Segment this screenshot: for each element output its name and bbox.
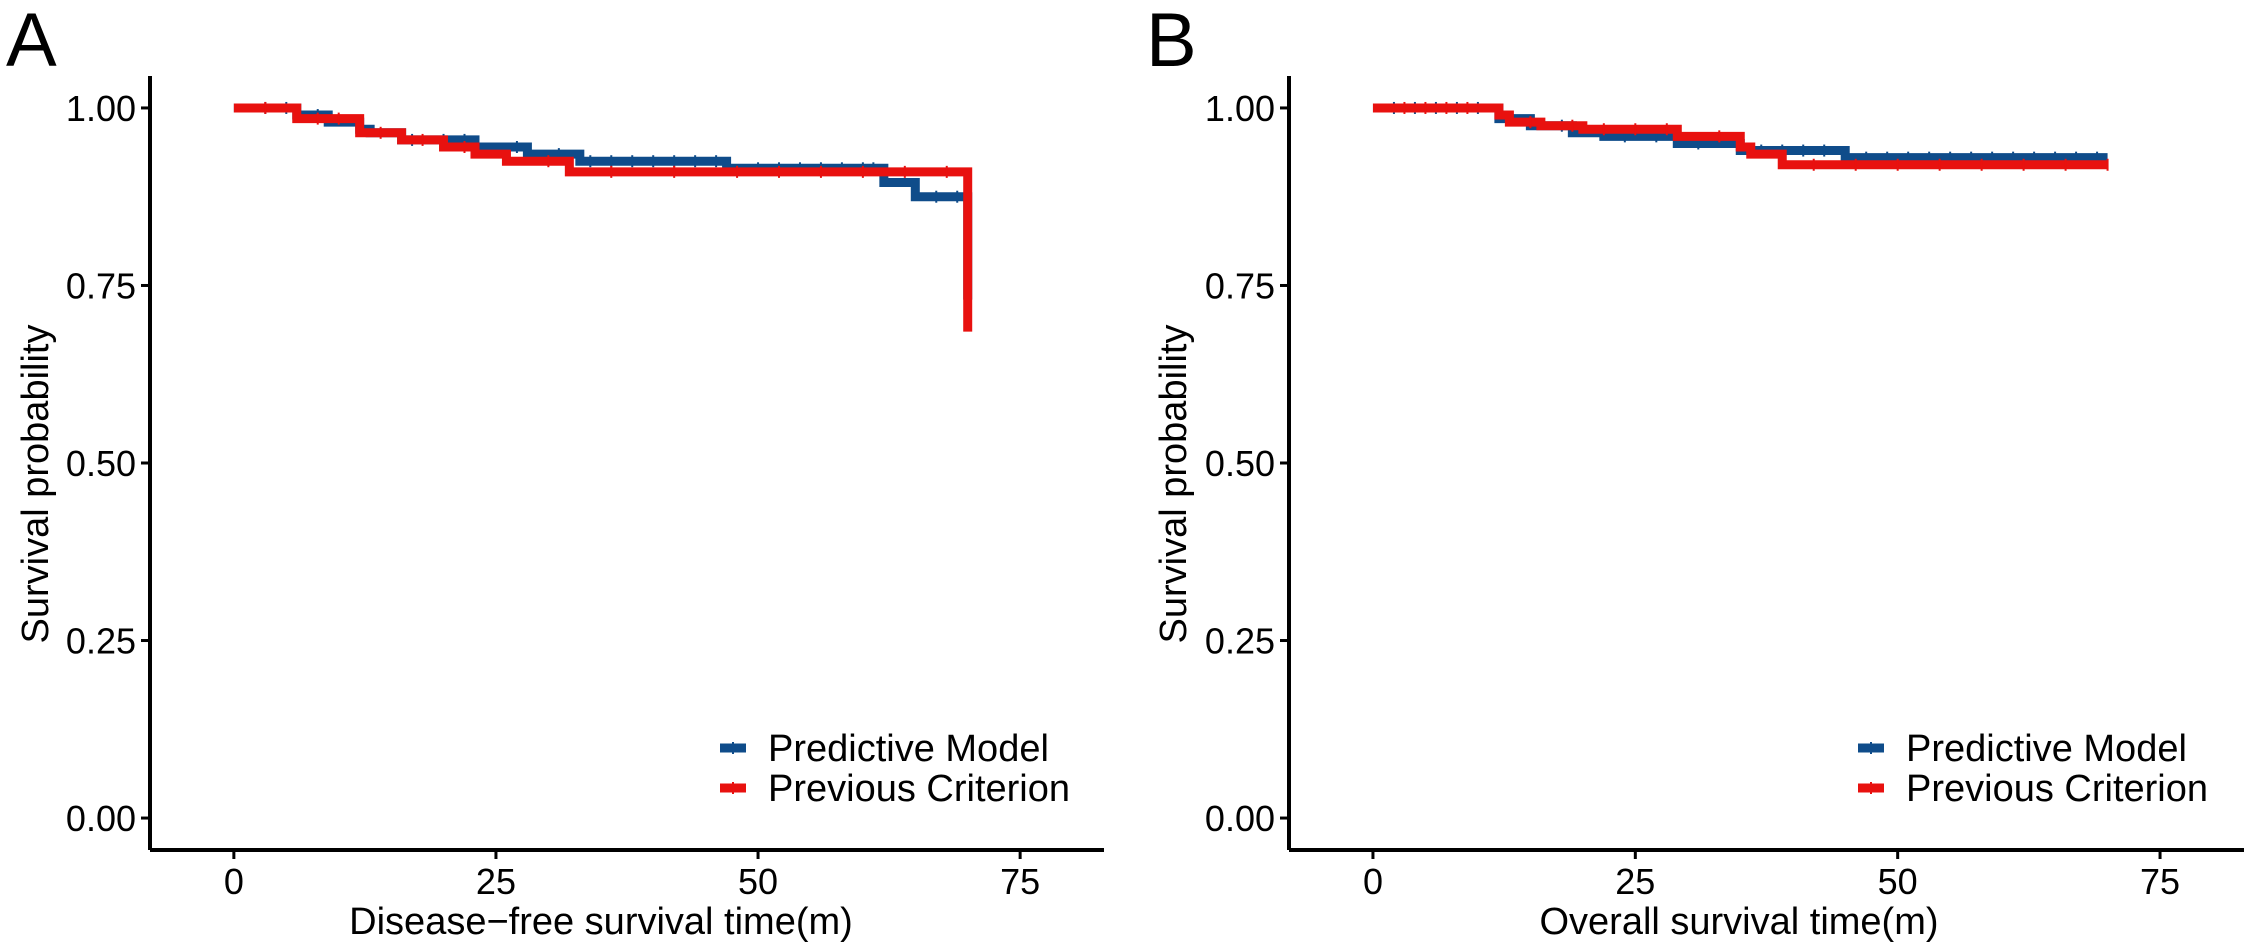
x-tick-label: 75: [1000, 861, 1040, 902]
panel-a-plot: 0.00 0.25 0.50 0.75 1.00 0 25 50 75 Predictive Mo…: [66, 76, 1104, 902]
legend-label-predictive: Predictive Model: [768, 728, 1049, 770]
km-curve-b-previous: [1372, 103, 2108, 170]
y-tick-label: 0.75: [1205, 265, 1275, 306]
y-tick-label: 0.50: [1205, 443, 1275, 484]
x-tick-label: 0: [224, 861, 244, 902]
x-tick-label: 75: [2140, 861, 2180, 902]
y-tick-label: 0.75: [66, 265, 136, 306]
legend-label-predictive: Predictive Model: [1906, 728, 2187, 770]
x-tick-label: 50: [1878, 861, 1918, 902]
y-tick-label: 0.00: [1205, 798, 1275, 839]
panel-b: B 0.00 0.25 0.50 0.75 1.00 0 25 50 75 Predictive …: [1146, 0, 2244, 943]
y-tick-label: 0.25: [1205, 621, 1275, 662]
y-tick-label: 0.00: [66, 798, 136, 839]
x-axis-title-b: Overall survival time(m): [1539, 901, 1938, 943]
legend-label-previous: Previous Criterion: [768, 768, 1070, 810]
y-axis-title-a: Survival probability: [15, 325, 57, 644]
x-axis-title-a: Disease−free survival time(m): [349, 901, 853, 943]
panel-letter-a: A: [6, 0, 57, 83]
km-curve-a-predictive: [233, 103, 973, 300]
x-tick-label: 0: [1363, 861, 1383, 902]
y-tick-label: 1.00: [1205, 88, 1275, 129]
panel-letter-b: B: [1146, 0, 1197, 83]
y-tick-label: 0.50: [66, 443, 136, 484]
panel-a: A 0.00 0.25 0.50 0.75 1.00 0 25 50 75 Predictive …: [6, 0, 1104, 943]
y-axis-title-b: Survival probability: [1153, 325, 1195, 644]
x-tick-label: 25: [476, 861, 516, 902]
y-tick-label: 0.25: [66, 621, 136, 662]
x-tick-label: 25: [1615, 861, 1655, 902]
y-tick-label: 1.00: [66, 88, 136, 129]
legend-label-previous: Previous Criterion: [1906, 768, 2208, 810]
km-curve-a-previous: [233, 103, 973, 332]
x-tick-label: 50: [738, 861, 778, 902]
panel-b-plot: 0.00 0.25 0.50 0.75 1.00 0 25 50 75 Predictive Mo…: [1205, 76, 2244, 902]
